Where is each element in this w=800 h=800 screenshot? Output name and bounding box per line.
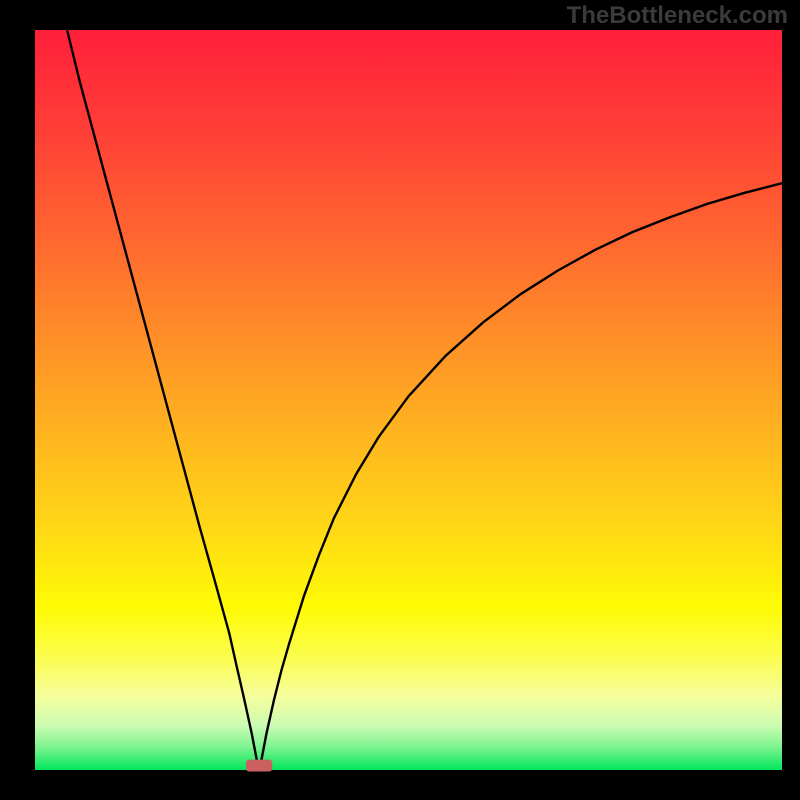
cusp-marker — [246, 760, 272, 772]
chart-container: { "watermark": { "text": "TheBottleneck.… — [0, 0, 800, 800]
bottleneck-chart — [0, 0, 800, 800]
plot-area — [35, 30, 782, 770]
watermark-text: TheBottleneck.com — [567, 2, 788, 30]
